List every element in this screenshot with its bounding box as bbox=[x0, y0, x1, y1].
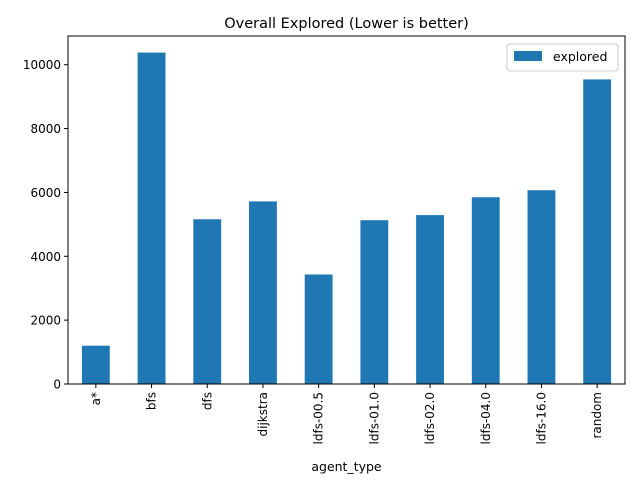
x-axis-label: agent_type bbox=[311, 459, 382, 474]
plot-frame bbox=[67, 35, 626, 385]
y-tick-label: 10000 bbox=[23, 58, 61, 72]
x-tick-label: ldfs-01.0 bbox=[367, 392, 381, 444]
x-tick-label: bfs bbox=[145, 392, 159, 410]
bar-ldfs-01.0 bbox=[360, 220, 389, 384]
x-tick-label: dijkstra bbox=[256, 392, 270, 436]
chart-title: Overall Explored (Lower is better) bbox=[224, 16, 469, 32]
bar-a* bbox=[81, 345, 110, 384]
x-tick-label: a* bbox=[89, 392, 103, 405]
bar-dfs bbox=[193, 219, 222, 384]
y-tick-label: 6000 bbox=[30, 186, 61, 200]
legend-swatch bbox=[514, 51, 542, 61]
y-tick-label: 0 bbox=[53, 378, 61, 392]
bar-ldfs-04.0 bbox=[471, 197, 500, 384]
x-tick-label: ldfs-00.5 bbox=[312, 392, 326, 444]
bar-ldfs-16.0 bbox=[527, 190, 556, 384]
x-tick-label: dfs bbox=[200, 392, 214, 410]
x-tick-label: ldfs-02.0 bbox=[423, 392, 437, 444]
y-tick-label: 2000 bbox=[30, 314, 61, 328]
y-tick-label: 8000 bbox=[30, 122, 61, 136]
bar-bfs bbox=[137, 52, 166, 384]
legend: explored bbox=[506, 43, 619, 72]
bars bbox=[81, 52, 612, 385]
bar-ldfs-00.5 bbox=[304, 274, 333, 384]
bar-ldfs-02.0 bbox=[416, 215, 444, 384]
x-tick-label: ldfs-16.0 bbox=[534, 392, 548, 444]
x-tick-label: random bbox=[590, 392, 604, 439]
y-tick-label: 4000 bbox=[30, 250, 61, 264]
bar-dijkstra bbox=[249, 201, 277, 384]
legend-box bbox=[506, 43, 619, 72]
bar-random bbox=[583, 79, 612, 385]
y-axis-ticks: 0 2000 4000 6000 8000 10000 bbox=[23, 58, 68, 392]
x-axis-ticks: a* bfs dfs dijkstra ldfs-00.5 ldfs-01.0 ldfs-0… bbox=[89, 384, 604, 444]
x-tick-label: ldfs-04.0 bbox=[479, 392, 493, 444]
legend-label: explored bbox=[553, 49, 607, 64]
